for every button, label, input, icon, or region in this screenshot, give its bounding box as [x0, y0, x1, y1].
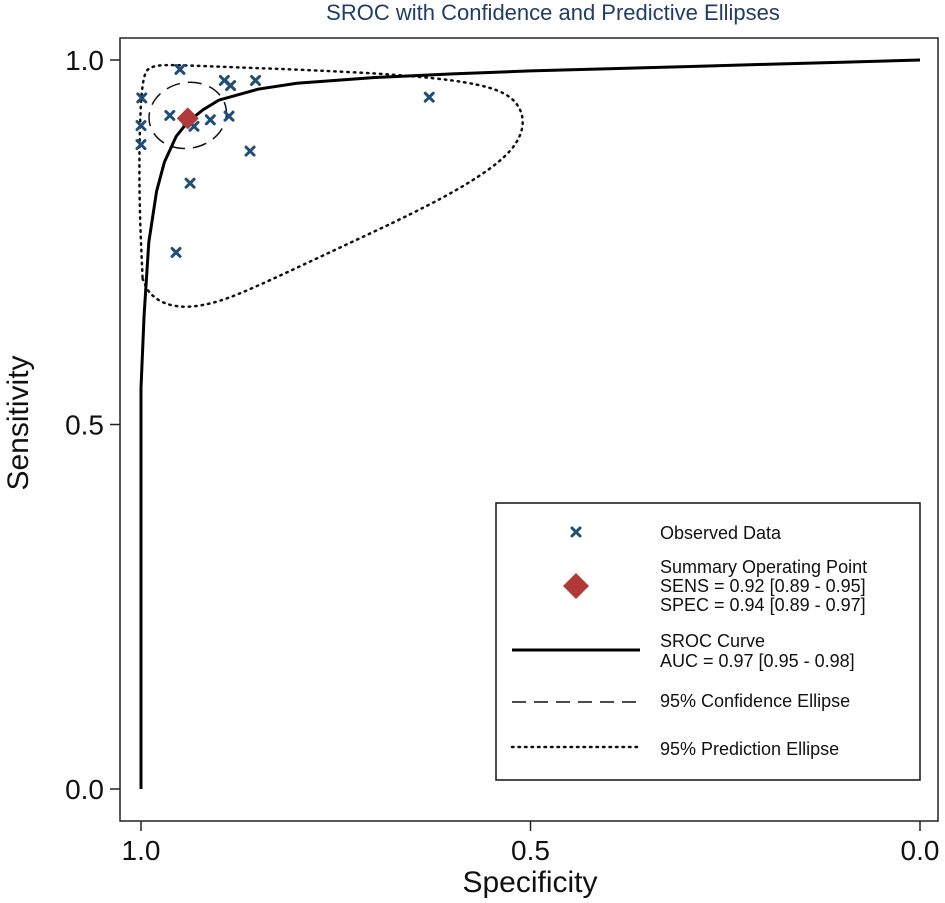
observed-points: [135, 63, 435, 258]
legend-auc-label: AUC = 0.97 [0.95 - 0.98]: [660, 651, 855, 671]
legend-summary-label: Summary Operating Point: [660, 557, 867, 577]
sroc-curve: [139, 58, 921, 789]
y-axis-title: Sensitivity: [2, 355, 35, 490]
confidence-ellipse: [148, 81, 228, 150]
plot-frame: [119, 37, 939, 822]
legend-prediction-label: 95% Prediction Ellipse: [660, 739, 839, 759]
x-tick-label: 0.0: [901, 835, 940, 866]
summary-point: [176, 107, 199, 130]
observed-point: [174, 63, 186, 75]
y-axis: 0.0 0.5 1.0: [65, 45, 120, 805]
prediction-ellipse: [138, 63, 524, 308]
observed-point: [244, 145, 256, 157]
chart-title: SROC with Confidence and Predictive Elli…: [326, 0, 780, 25]
observed-point: [250, 74, 262, 86]
x-axis-title: Specificity: [462, 866, 597, 899]
legend-sroc-label: SROC Curve: [660, 631, 765, 651]
observed-point: [135, 120, 147, 132]
observed-point: [225, 80, 237, 92]
observed-point: [223, 110, 235, 122]
x-tick-label: 1.0: [122, 835, 161, 866]
legend-observed-label: Observed Data: [660, 523, 782, 543]
legend-confidence-label: 95% Confidence Ellipse: [660, 691, 850, 711]
legend: Observed Data Summary Operating Point SE…: [495, 502, 921, 781]
legend-spec-label: SPEC = 0.94 [0.89 - 0.97]: [660, 595, 866, 615]
observed-point: [164, 109, 176, 121]
legend-summary-marker: [563, 573, 589, 599]
observed-point: [184, 177, 196, 189]
observed-point: [170, 246, 182, 258]
x-tick-label: 0.5: [511, 835, 550, 866]
observed-point: [136, 92, 148, 104]
y-tick-label: 1.0: [65, 45, 104, 76]
y-tick-label: 0.0: [65, 774, 104, 805]
observed-point: [204, 114, 216, 126]
x-axis: 1.0 0.5 0.0: [122, 821, 940, 866]
y-tick-label: 0.5: [65, 410, 104, 441]
plot-area: 1.0 0.5 0.0 0.0 0.5 1.0: [65, 37, 940, 866]
observed-point: [423, 91, 435, 103]
legend-observed-marker: [570, 526, 582, 538]
observed-point: [135, 139, 147, 151]
legend-box: [495, 502, 921, 781]
legend-sens-label: SENS = 0.92 [0.89 - 0.95]: [660, 576, 866, 596]
